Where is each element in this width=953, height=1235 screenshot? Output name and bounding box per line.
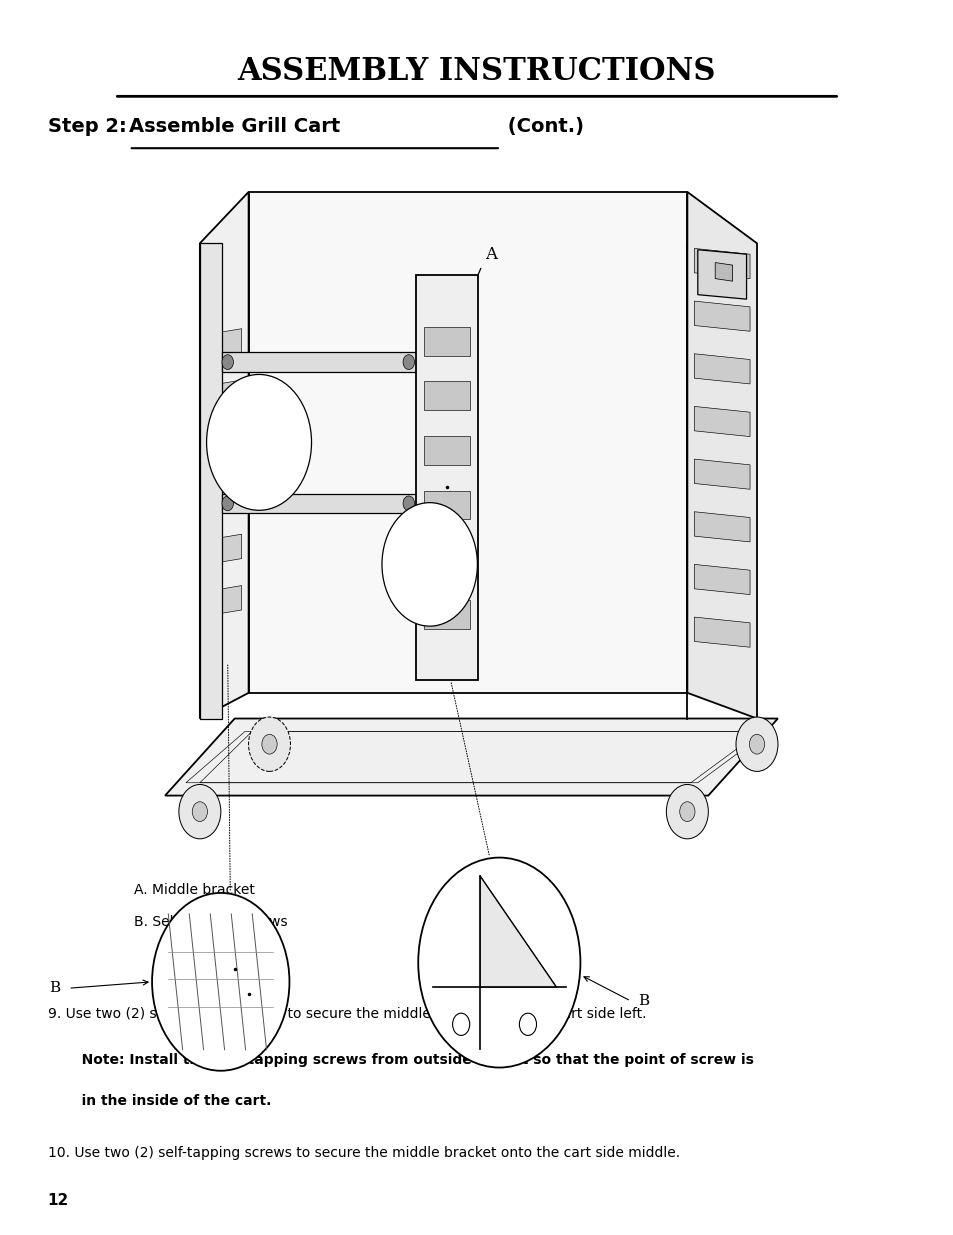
- Text: Assemble Grill Cart: Assemble Grill Cart: [129, 117, 339, 136]
- Circle shape: [402, 496, 414, 511]
- Polygon shape: [694, 459, 749, 489]
- Polygon shape: [416, 275, 477, 680]
- Polygon shape: [207, 329, 241, 359]
- Circle shape: [248, 718, 290, 772]
- Text: A. Middle bracket: A. Middle bracket: [133, 883, 254, 897]
- Polygon shape: [200, 243, 222, 719]
- Text: in the inside of the cart.: in the inside of the cart.: [67, 1094, 271, 1108]
- Circle shape: [417, 857, 579, 1067]
- Polygon shape: [479, 876, 556, 987]
- Text: Step 2:: Step 2:: [48, 117, 133, 136]
- Polygon shape: [207, 431, 241, 462]
- Polygon shape: [694, 301, 749, 331]
- Polygon shape: [424, 490, 470, 520]
- Polygon shape: [424, 327, 470, 356]
- Polygon shape: [424, 382, 470, 410]
- Polygon shape: [429, 340, 450, 372]
- Text: Note: Install the self-tapping screws from outside of cart so that the point of : Note: Install the self-tapping screws fr…: [67, 1053, 753, 1067]
- Text: B: B: [638, 994, 649, 1008]
- Polygon shape: [222, 352, 429, 372]
- Polygon shape: [694, 564, 749, 594]
- Polygon shape: [697, 249, 746, 299]
- Polygon shape: [424, 545, 470, 574]
- Polygon shape: [222, 494, 429, 513]
- Text: 10. Use two (2) self-tapping screws to secure the middle bracket onto the cart s: 10. Use two (2) self-tapping screws to s…: [48, 1146, 679, 1160]
- Polygon shape: [694, 511, 749, 542]
- Circle shape: [749, 735, 763, 755]
- Polygon shape: [207, 483, 241, 513]
- Text: B. Self-tapping screws: B. Self-tapping screws: [133, 915, 287, 929]
- Polygon shape: [207, 380, 241, 410]
- Polygon shape: [424, 436, 470, 464]
- Circle shape: [178, 784, 221, 839]
- Polygon shape: [207, 535, 241, 564]
- Text: 9. Use two (2) self-tapping screws to secure the middle bracket onto the cart si: 9. Use two (2) self-tapping screws to se…: [48, 1007, 645, 1020]
- Circle shape: [679, 802, 694, 821]
- Polygon shape: [207, 585, 241, 616]
- Polygon shape: [715, 263, 732, 282]
- Circle shape: [222, 496, 233, 511]
- Text: B: B: [50, 982, 61, 995]
- Polygon shape: [424, 600, 470, 629]
- Circle shape: [736, 718, 778, 772]
- Text: ASSEMBLY INSTRUCTIONS: ASSEMBLY INSTRUCTIONS: [237, 56, 716, 86]
- Circle shape: [665, 784, 707, 839]
- Polygon shape: [686, 191, 757, 719]
- Circle shape: [192, 802, 208, 821]
- Circle shape: [207, 374, 312, 510]
- Polygon shape: [249, 191, 686, 693]
- Circle shape: [381, 503, 476, 626]
- Polygon shape: [694, 248, 749, 279]
- Circle shape: [152, 893, 289, 1071]
- Polygon shape: [694, 406, 749, 437]
- Circle shape: [261, 735, 276, 755]
- Text: 12: 12: [48, 1193, 69, 1208]
- Text: (Cont.): (Cont.): [500, 117, 583, 136]
- Polygon shape: [200, 191, 249, 719]
- Polygon shape: [165, 719, 777, 795]
- Circle shape: [222, 354, 233, 369]
- Circle shape: [402, 354, 414, 369]
- Polygon shape: [694, 618, 749, 647]
- Text: A: A: [485, 246, 497, 263]
- Polygon shape: [694, 353, 749, 384]
- Polygon shape: [429, 480, 450, 513]
